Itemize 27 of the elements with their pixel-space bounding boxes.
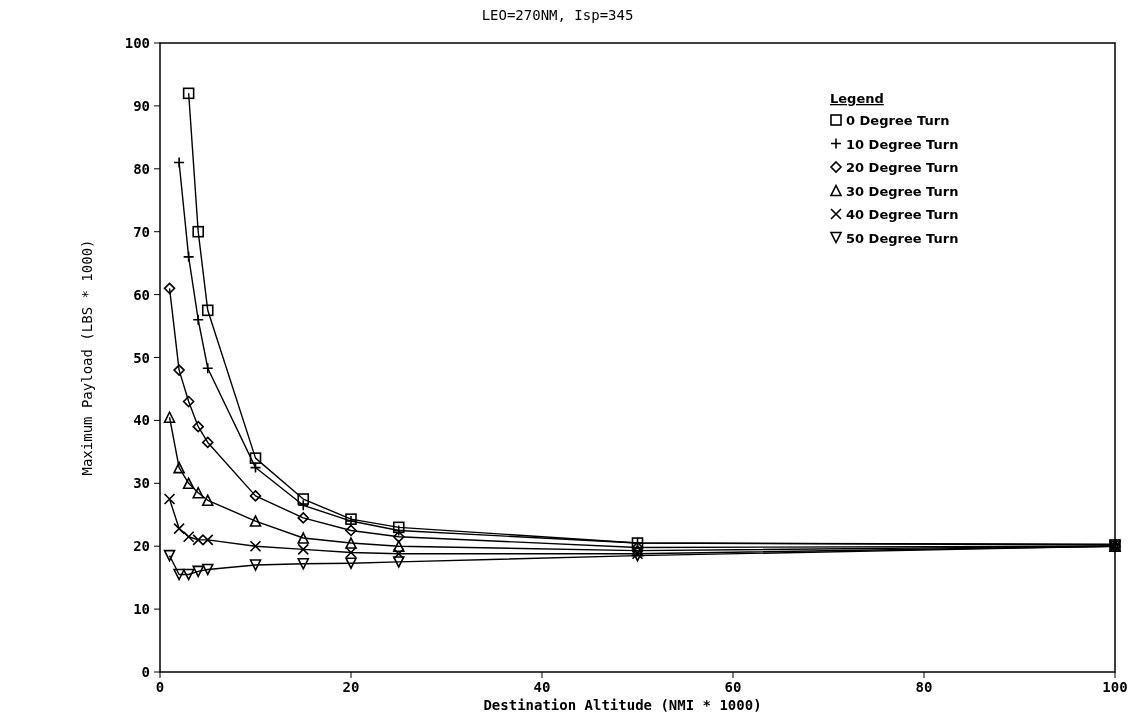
- y-tick-label: 30: [133, 475, 150, 492]
- x-tick-label: 60: [724, 679, 742, 695]
- x-tick-label: 0: [155, 679, 165, 695]
- legend-label: 10 Degree Turn: [846, 136, 959, 152]
- legend-label: 0 Degree Turn: [846, 113, 950, 128]
- x-tick-label: 40: [533, 679, 551, 695]
- legend-title: Legend: [830, 91, 884, 106]
- y-tick-label: 0: [141, 664, 150, 680]
- x-tick-label: 80: [915, 679, 933, 695]
- y-tick-label: 40: [133, 412, 150, 429]
- y-axis-title: Maximum Payload (LBS * 1000): [79, 239, 95, 476]
- y-tick-label: 80: [133, 160, 150, 177]
- y-tick-label: 10: [133, 601, 150, 618]
- y-tick-label: 50: [133, 349, 150, 366]
- legend-label: 30 Degree Turn: [846, 183, 959, 199]
- legend-label: 50 Degree Turn: [846, 230, 959, 246]
- chart-title: LEO=270NM, Isp=345: [481, 7, 634, 23]
- x-axis-title: Destination Altitude (NMI * 1000): [483, 697, 762, 713]
- legend-label: 20 Degree Turn: [846, 160, 959, 175]
- x-tick-label: 20: [342, 679, 360, 695]
- y-tick-label: 70: [133, 223, 150, 240]
- legend-label: 40 Degree Turn: [846, 207, 959, 222]
- y-tick-label: 90: [133, 97, 150, 114]
- y-tick-label: 20: [133, 538, 150, 555]
- y-tick-label: 100: [124, 35, 150, 51]
- y-tick-label: 60: [133, 286, 150, 303]
- x-tick-label: 100: [1102, 679, 1128, 695]
